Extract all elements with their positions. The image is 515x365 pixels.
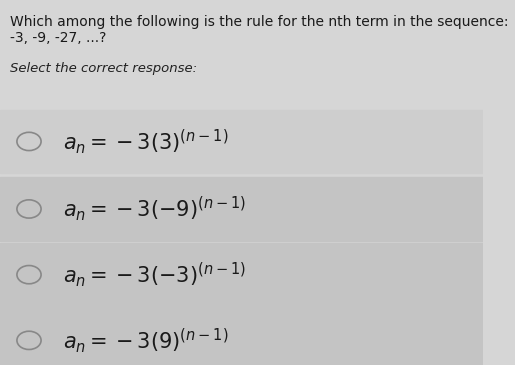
Text: $a_n = -3(-9)^{(n-1)}$: $a_n = -3(-9)^{(n-1)}$	[63, 195, 246, 223]
Text: $a_n = -3(3)^{(n-1)}$: $a_n = -3(3)^{(n-1)}$	[63, 127, 228, 156]
Bar	[0, 110, 483, 173]
Text: Which among the following is the rule for the nth term in the sequence: -3, -9, : Which among the following is the rule fo…	[10, 15, 508, 45]
Bar	[0, 243, 483, 307]
Text: $a_n = -3(-3)^{(n-1)}$: $a_n = -3(-3)^{(n-1)}$	[63, 260, 246, 289]
Text: $a_n = -3(9)^{(n-1)}$: $a_n = -3(9)^{(n-1)}$	[63, 326, 228, 355]
Bar	[0, 177, 483, 241]
Text: Select the correct response:: Select the correct response:	[10, 62, 197, 75]
Bar	[0, 308, 483, 365]
